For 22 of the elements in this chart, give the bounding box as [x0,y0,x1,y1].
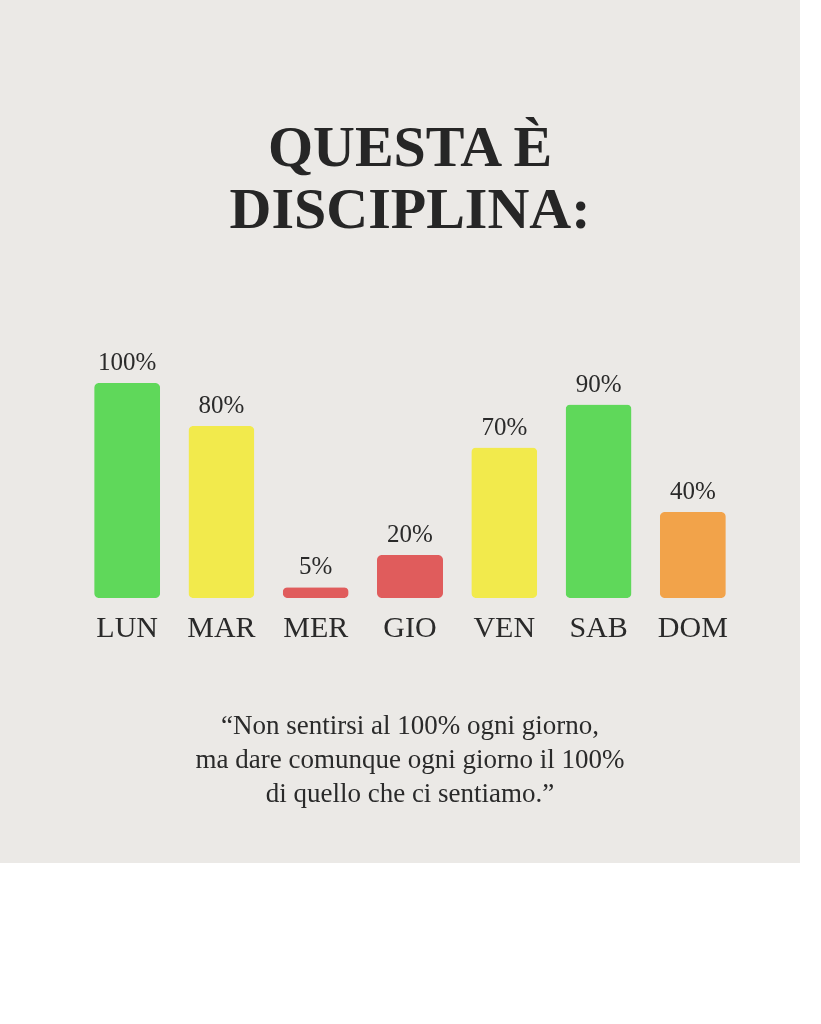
x-tick-label: DOM [657,609,728,643]
data-label: 90% [575,369,622,397]
data-label: 70% [481,412,528,440]
bar [471,447,538,598]
data-label: 5% [299,552,333,580]
bar [188,426,255,598]
bar [377,555,443,598]
data-label: 80% [198,391,245,418]
data-label: 20% [387,520,433,547]
x-tick-label: LUN [96,609,158,643]
x-tick-label: MER [283,609,349,643]
x-tick-label: VEN [473,609,536,643]
chart-title: QUESTA È DISCIPLINA: [229,114,591,241]
data-label: 100% [97,348,157,375]
bar [565,404,632,598]
bar [94,383,161,598]
x-tick-label: MAR [187,609,256,643]
data-label: 40% [669,477,716,504]
x-tick-label: SAB [569,609,628,643]
bar [659,512,726,598]
x-tick-label: GIO [383,609,437,643]
text: “Non sentirsi al 100% ogni giorno, ma dare comunque ogni giorno il 100% di quello che ci sentiamo.” [195,710,625,808]
